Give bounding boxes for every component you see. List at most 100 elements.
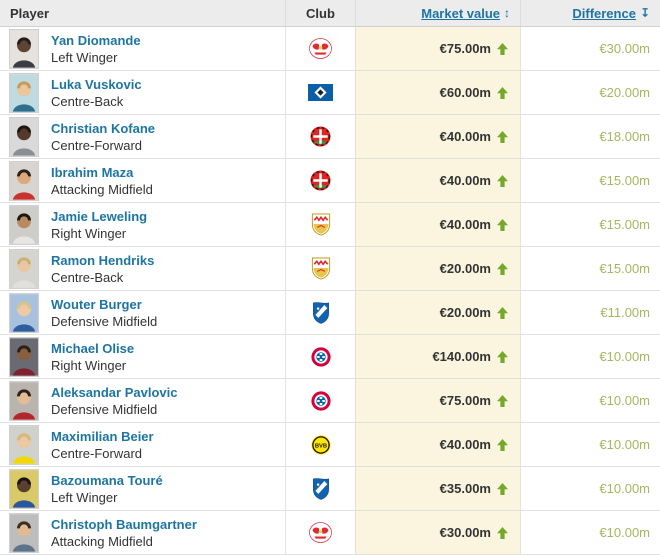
table-row: Jamie Leweling Right Winger €40.00m €15.0… (0, 203, 660, 247)
player-position: Defensive Midfield (51, 401, 158, 417)
market-value-text: €30.00m (439, 525, 491, 540)
club-logo-hamburger-sv[interactable] (308, 84, 333, 101)
player-photo[interactable] (9, 204, 39, 245)
player-photo[interactable] (9, 336, 39, 377)
market-value-text: €40.00m (439, 437, 491, 452)
difference-cell: €15.00m (520, 159, 660, 202)
difference-cell: €20.00m (520, 71, 660, 114)
table-row: Ramon Hendriks Centre-Back €20.00m €15.00… (0, 247, 660, 291)
club-logo-bayern-munich[interactable] (310, 346, 331, 367)
player-cell: Luka Vuskovic Centre-Back (0, 71, 285, 114)
difference-cell: €10.00m (520, 423, 660, 466)
sort-toggle-icon[interactable]: ↕ (504, 6, 510, 20)
player-position: Centre-Back (51, 93, 124, 109)
player-info: Michael Olise Right Winger (51, 341, 134, 373)
player-info: Christoph Baumgartner Attacking Midfield (51, 517, 197, 549)
club-cell (285, 71, 355, 114)
player-name-link[interactable]: Luka Vuskovic (51, 76, 142, 92)
club-logo-vfb-stuttgart[interactable] (311, 213, 331, 236)
player-photo[interactable] (9, 28, 39, 69)
club-cell: BVB (285, 423, 355, 466)
player-name-link[interactable]: Christian Kofane (51, 120, 156, 136)
player-cell: Ramon Hendriks Centre-Back (0, 247, 285, 290)
club-logo-bayer-leverkusen[interactable] (310, 170, 331, 191)
market-value-cell: €40.00m (355, 115, 520, 158)
club-cell (285, 115, 355, 158)
difference-text: €20.00m (599, 85, 650, 100)
club-logo-borussia-dortmund[interactable]: BVB (310, 434, 331, 455)
player-info: Jamie Leweling Right Winger (51, 209, 147, 241)
market-value-cell: €40.00m (355, 159, 520, 202)
player-name-link[interactable]: Aleksandar Pavlovic (51, 384, 178, 400)
club-cell (285, 511, 355, 554)
player-cell: Yan Diomande Left Winger (0, 27, 285, 70)
value-increase-arrow-icon (497, 218, 508, 231)
table-row: Yan Diomande Left Winger €75.00m €30.00m (0, 27, 660, 71)
market-value-text: €40.00m (439, 129, 491, 144)
col-header-market-value[interactable]: Market value ↕ (355, 0, 520, 26)
player-position: Right Winger (51, 357, 127, 373)
player-name-link[interactable]: Bazoumana Touré (51, 472, 163, 488)
difference-text: €10.00m (599, 481, 650, 496)
player-name-link[interactable]: Ramon Hendriks (51, 252, 155, 268)
club-logo-bayern-munich[interactable] (310, 390, 331, 411)
value-increase-arrow-icon (497, 86, 508, 99)
player-photo[interactable] (9, 292, 39, 333)
club-logo-hoffenheim[interactable] (311, 477, 331, 500)
player-photo[interactable] (9, 512, 39, 553)
sort-descending-active-icon[interactable]: ↧ (639, 6, 650, 20)
svg-text:BVB: BVB (314, 443, 326, 449)
player-photo[interactable] (9, 424, 39, 465)
player-name-link[interactable]: Maximilian Beier (51, 428, 154, 444)
player-photo[interactable] (9, 116, 39, 157)
difference-text: €11.00m (600, 305, 650, 320)
club-cell (285, 291, 355, 334)
market-value-text: €75.00m (439, 393, 491, 408)
value-increase-arrow-icon (497, 394, 508, 407)
club-logo-rb-leipzig[interactable] (309, 38, 332, 59)
player-position: Left Winger (51, 49, 118, 65)
player-name-link[interactable]: Yan Diomande (51, 32, 141, 48)
player-position: Defensive Midfield (51, 313, 158, 329)
difference-text: €30.00m (599, 41, 650, 56)
col-header-club: Club (285, 0, 355, 26)
player-name-link[interactable]: Wouter Burger (51, 296, 142, 312)
player-name-link[interactable]: Jamie Leweling (51, 208, 148, 224)
table-row: Maximilian Beier Centre-Forward BVB €40.0… (0, 423, 660, 467)
club-cell (285, 335, 355, 378)
difference-cell: €10.00m (520, 335, 660, 378)
market-value-cell: €40.00m (355, 203, 520, 246)
player-photo[interactable] (9, 468, 39, 509)
player-photo[interactable] (9, 72, 39, 113)
player-photo[interactable] (9, 248, 39, 289)
player-name-link[interactable]: Ibrahim Maza (51, 164, 134, 180)
player-photo[interactable] (9, 380, 39, 421)
club-cell (285, 379, 355, 422)
market-value-sort-link[interactable]: Market value (421, 5, 500, 21)
player-photo[interactable] (9, 160, 39, 201)
difference-text: €10.00m (599, 349, 650, 364)
difference-text: €15.00m (599, 261, 650, 276)
difference-cell: €10.00m (520, 467, 660, 510)
market-value-cell: €30.00m (355, 511, 520, 554)
col-header-difference[interactable]: Difference ↧ (520, 0, 660, 26)
player-name-link[interactable]: Michael Olise (51, 340, 135, 356)
table-row: Ibrahim Maza Attacking Midfield €40.00m €… (0, 159, 660, 203)
difference-text: €18.00m (599, 129, 650, 144)
club-logo-rb-leipzig[interactable] (309, 522, 332, 543)
market-value-text: €20.00m (439, 261, 491, 276)
difference-sort-link[interactable]: Difference (572, 5, 636, 21)
player-info: Christian Kofane Centre-Forward (51, 121, 155, 153)
player-cell: Bazoumana Touré Left Winger (0, 467, 285, 510)
player-cell: Wouter Burger Defensive Midfield (0, 291, 285, 334)
market-value-text: €35.00m (439, 481, 491, 496)
player-position: Left Winger (51, 489, 118, 505)
player-name-link[interactable]: Christoph Baumgartner (51, 516, 197, 532)
club-logo-vfb-stuttgart[interactable] (311, 257, 331, 280)
value-increase-arrow-icon (497, 262, 508, 275)
club-logo-hoffenheim[interactable] (311, 301, 331, 324)
club-cell (285, 247, 355, 290)
table-body: Yan Diomande Left Winger €75.00m €30.00m … (0, 27, 660, 555)
club-logo-bayer-leverkusen[interactable] (310, 126, 331, 147)
market-value-cell: €40.00m (355, 423, 520, 466)
